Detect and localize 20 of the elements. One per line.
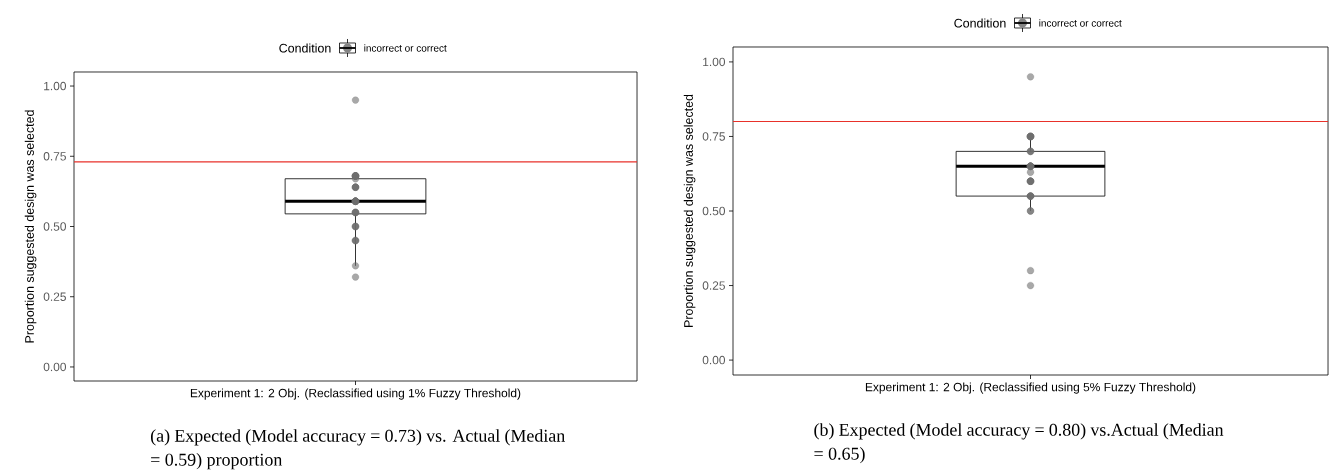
y-tick-label: 0.50 bbox=[702, 206, 726, 216]
text: (a) Expected (Model accuracy = 0.73) vs. Actual (Median = 0.59) proportion bbox=[150, 429, 565, 470]
legend-label: incorrect or correct bbox=[1039, 19, 1122, 27]
y-tick-label: 0.25 bbox=[43, 292, 66, 301]
y-tick-label: 0.25 bbox=[702, 281, 725, 290]
y-tick-label: 0.75 bbox=[702, 132, 725, 141]
y-tick-label: 0.00 bbox=[702, 355, 726, 365]
y-tick-label: 0.50 bbox=[43, 222, 67, 231]
y-tick-label: 0.75 bbox=[43, 152, 66, 161]
x-tick-label: Experiment 1: 2 Obj. (Reclassified using 5% Fuzzy Threshold) bbox=[865, 382, 1196, 394]
y-tick-label: 1.00 bbox=[703, 57, 726, 67]
x-tick-label: Experiment 1: 2 Obj. (Reclassified using 1% Fuzzy Threshold) bbox=[190, 388, 521, 400]
y-tick-label: 0.00 bbox=[43, 362, 67, 372]
y-tick-label: 1.00 bbox=[44, 81, 67, 91]
legend-title: Condition bbox=[279, 43, 331, 53]
text: (b) Expected (Model accuracy = 0.80) vs.Actual (Median = 0.65) bbox=[814, 423, 1224, 464]
y-axis-title: Proportion suggested design was selected bbox=[24, 110, 37, 343]
legend-title: Condition bbox=[954, 18, 1006, 28]
y-axis-title: Proportion suggested design was selected bbox=[683, 94, 696, 327]
legend-label: incorrect or correct bbox=[364, 44, 447, 52]
